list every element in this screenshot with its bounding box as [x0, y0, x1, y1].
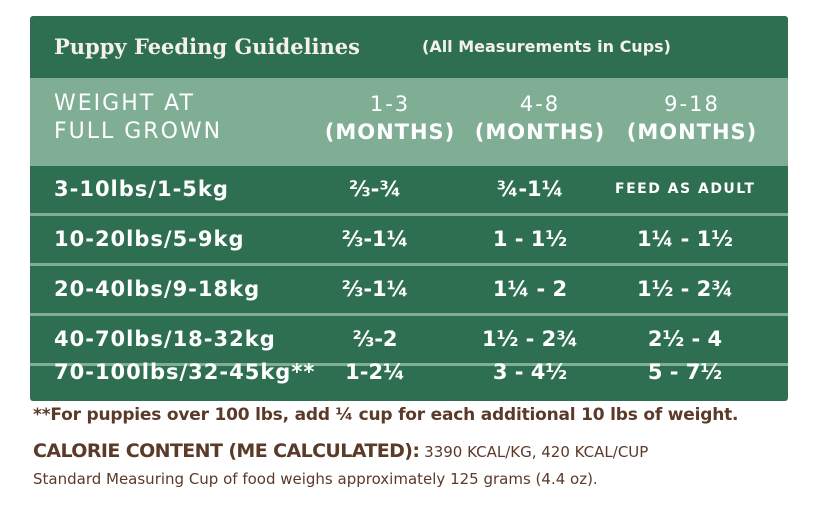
- column-header-4-8: 4-8 (MONTHS): [470, 90, 610, 146]
- table-subtitle: (All Measurements in Cups): [422, 37, 671, 56]
- calorie-value: 3390 KCAL/KG, 420 KCAL/CUP: [419, 443, 649, 461]
- cups-1-3-cell: 1-2¼: [345, 360, 405, 384]
- large-puppy-note: **For puppies over 100 lbs, add ¼ cup fo…: [33, 405, 739, 425]
- weight-cell: 10-20lbs/5-9kg: [54, 227, 245, 251]
- title-bar: Puppy Feeding Guidelines (All Measuremen…: [30, 16, 788, 78]
- column-range: 1-3: [369, 92, 411, 116]
- table-row: 3-10lbs/1-5kg ⅔-¾ ¾-1¼ FEED AS ADULT: [30, 166, 788, 216]
- weight-header-line2: FULL GROWN: [54, 119, 223, 144]
- cups-4-8-cell: 3 - 4½: [492, 360, 568, 384]
- cups-1-3-cell: ⅔-1¼: [341, 227, 409, 251]
- cups-4-8-cell: 1 - 1½: [492, 227, 568, 251]
- weight-cell: 20-40lbs/9-18kg: [54, 277, 261, 301]
- cups-9-18-cell: 1¼ - 1½: [636, 227, 734, 251]
- column-range: 4-8: [519, 92, 561, 116]
- feeding-table: Puppy Feeding Guidelines (All Measuremen…: [30, 16, 788, 401]
- cups-4-8-cell: 1½ - 2¾: [481, 327, 579, 351]
- column-header-1-3: 1-3 (MONTHS): [320, 90, 460, 146]
- cups-1-3-cell: ⅔-¾: [348, 177, 402, 201]
- calorie-content: CALORIE CONTENT (ME CALCULATED): 3390 KC…: [33, 440, 648, 462]
- cups-1-3-cell: ⅔-1¼: [341, 277, 409, 301]
- weight-cell: 3-10lbs/1-5kg: [54, 177, 229, 201]
- column-range: 9-18: [664, 92, 720, 116]
- weight-cell: 40-70lbs/18-32kg: [54, 327, 276, 351]
- column-unit: (MONTHS): [626, 120, 758, 144]
- cups-9-18-cell: FEED AS ADULT: [615, 181, 756, 197]
- weight-column-header: WEIGHT AT FULL GROWN: [54, 90, 222, 146]
- column-unit: (MONTHS): [474, 120, 606, 144]
- table-row: 70-100lbs/32-45kg** 1-2¼ 3 - 4½ 5 - 7½: [30, 344, 788, 401]
- cups-9-18-cell: 5 - 7½: [647, 360, 723, 384]
- header-row: WEIGHT AT FULL GROWN 1-3 (MONTHS) 4-8 (M…: [30, 78, 788, 166]
- column-header-9-18: 9-18 (MONTHS): [622, 90, 762, 146]
- weight-header-line1: WEIGHT AT: [54, 91, 195, 116]
- table-row: 10-20lbs/5-9kg ⅔-1¼ 1 - 1½ 1¼ - 1½: [30, 216, 788, 266]
- cups-1-3-cell: ⅔-2: [352, 327, 398, 351]
- cups-9-18-cell: 2½ - 4: [647, 327, 723, 351]
- weight-cell: 70-100lbs/32-45kg**: [54, 360, 316, 384]
- table-row: 20-40lbs/9-18kg ⅔-1¼ 1¼ - 2 1½ - 2¾: [30, 266, 788, 316]
- cups-4-8-cell: ¾-1¼: [496, 177, 564, 201]
- table-row: 40-70lbs/18-32kg ⅔-2 1½ - 2¾ 2½ - 4: [30, 316, 788, 366]
- table-title: Puppy Feeding Guidelines: [54, 34, 360, 59]
- cups-4-8-cell: 1¼ - 2: [492, 277, 568, 301]
- calorie-label: CALORIE CONTENT (ME CALCULATED):: [33, 440, 420, 462]
- column-unit: (MONTHS): [324, 120, 456, 144]
- cups-9-18-cell: 1½ - 2¾: [636, 277, 734, 301]
- measuring-cup-note: Standard Measuring Cup of food weighs ap…: [33, 470, 598, 488]
